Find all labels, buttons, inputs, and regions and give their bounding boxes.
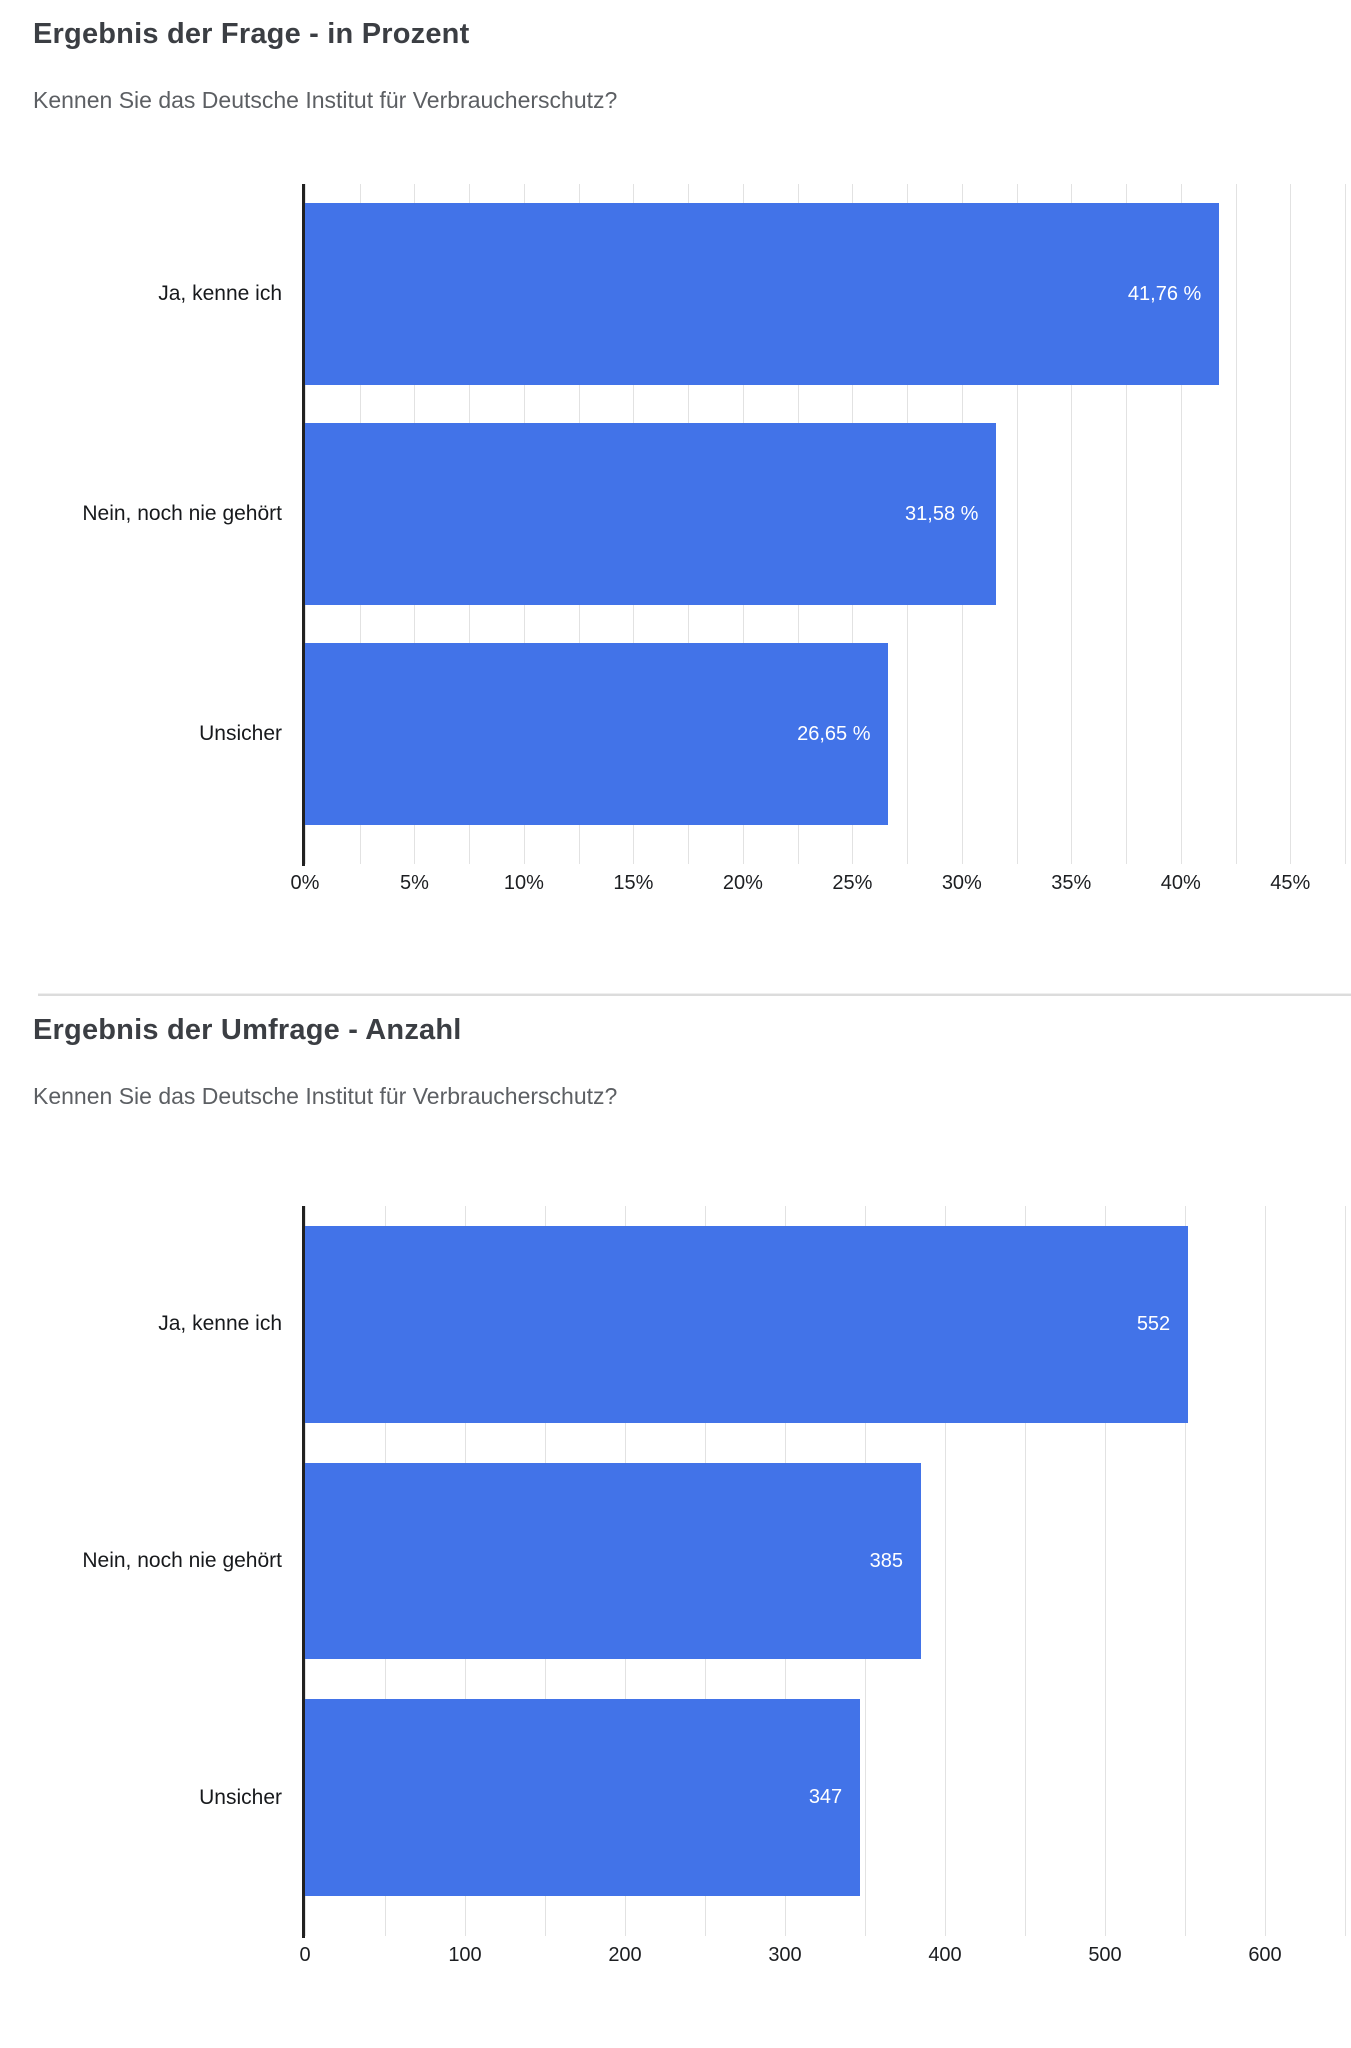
bar-band: 41,76 % — [305, 184, 1345, 404]
percent-bar-chart: Ja, kenne ich Nein, noch nie gehört Unsich… — [0, 184, 1351, 901]
x-axis-tick-label: 20% — [722, 872, 763, 894]
count-chart-plot-area: 552 385 347 0 100 200 300 400 500 600 — [299, 1206, 1346, 1966]
y-axis-line — [302, 184, 305, 866]
x-axis-tick-label: 30% — [941, 872, 982, 894]
y-axis-line — [302, 1206, 305, 1938]
bar: 31,58 % — [305, 422, 997, 606]
bar-value-label: 41,76 % — [1127, 282, 1202, 305]
gridline — [1345, 1206, 1346, 1936]
bar-value-label: 552 — [1136, 1312, 1171, 1335]
x-axis-tick-label: 0% — [290, 872, 320, 894]
gridline — [1345, 184, 1346, 864]
gridline — [1126, 184, 1128, 864]
x-axis-tick-label: 45% — [1270, 872, 1311, 894]
x-axis-tick-label: 200 — [608, 1944, 642, 1966]
bar-value-label: 31,58 % — [905, 502, 979, 525]
gridline — [1071, 184, 1073, 864]
x-axis-tick-label: 10% — [503, 872, 544, 894]
count-bar-chart: Ja, kenne ich Nein, noch nie gehört Unsich… — [0, 1206, 1351, 1973]
category-label: Unsicher — [199, 1785, 282, 1809]
x-axis-tick-label: 500 — [1088, 1944, 1122, 1966]
x-axis-tick-label: 15% — [613, 872, 654, 894]
gridline — [945, 1206, 946, 1936]
count-section-title: Ergebnis der Umfrage - Anzahl — [33, 1014, 462, 1046]
gridline — [1105, 1206, 1106, 1936]
gridline — [1180, 184, 1182, 864]
count-chart-category-labels: Ja, kenne ich Nein, noch nie gehört Unsich… — [0, 1206, 282, 1916]
count-chart-bars: 552 385 347 — [305, 1206, 1345, 1916]
gridline — [1025, 1206, 1026, 1936]
count-section-subtitle: Kennen Sie das Deutsche Institut für Ver… — [33, 1083, 618, 1109]
percent-chart-plot-area: 41,76 % 31,58 % 26,65 % 0% 5% 10% 15% 20% 25% 30… — [291, 184, 1346, 894]
gridline — [1235, 184, 1237, 864]
category-label: Ja, kenne ich — [158, 1312, 282, 1336]
x-axis-tick-label: 600 — [1248, 1944, 1282, 1966]
bar: 552 — [305, 1226, 1189, 1423]
gridline — [1185, 1206, 1186, 1936]
bar: 26,65 % — [305, 642, 889, 826]
bar-value-label: 347 — [808, 1786, 843, 1809]
x-axis-tick-label: 5% — [400, 872, 429, 894]
bar-band: 26,65 % — [305, 624, 1345, 844]
percent-chart-category-labels: Ja, kenne ich Nein, noch nie gehört Unsich… — [0, 184, 282, 844]
gridline — [1290, 184, 1292, 864]
percent-chart-x-axis-labels: 0% 5% 10% 15% 20% 25% 30% 35% 40% 45% — [291, 872, 1345, 898]
percent-section-title: Ergebnis der Frage - in Prozent — [33, 18, 470, 50]
x-axis-tick-label: 300 — [768, 1944, 802, 1966]
category-label: Ja, kenne ich — [158, 282, 282, 305]
percent-chart-section: Ergebnis der Frage - in Prozent Kennen S… — [0, 16, 1351, 901]
gridline — [1265, 1206, 1266, 1936]
x-axis-tick-label: 100 — [448, 1944, 482, 1966]
category-label: Nein, noch nie gehört — [82, 502, 282, 525]
bar-value-label: 26,65 % — [797, 722, 871, 745]
count-chart-x-axis-labels: 0 100 200 300 400 500 600 — [299, 1944, 1345, 1970]
x-axis-tick-label: 40% — [1160, 872, 1201, 894]
bar-band: 552 — [305, 1206, 1345, 1443]
bar: 41,76 % — [305, 202, 1220, 386]
bar-band: 385 — [305, 1443, 1345, 1680]
category-label: Nein, noch nie gehört — [82, 1549, 282, 1572]
gridline — [1016, 184, 1018, 864]
bar: 347 — [305, 1699, 861, 1896]
bar-band: 347 — [305, 1679, 1345, 1916]
x-axis-tick-label: 400 — [928, 1944, 962, 1966]
count-chart-section: Ergebnis der Umfrage - Anzahl Kennen Sie… — [0, 1012, 1351, 1973]
category-label: Unsicher — [199, 722, 282, 745]
bar-value-label: 385 — [869, 1549, 903, 1572]
x-axis-tick-label: 35% — [1051, 872, 1092, 894]
x-axis-tick-label: 0 — [299, 1944, 311, 1966]
bar-band: 31,58 % — [305, 404, 1345, 624]
section-divider — [38, 993, 1351, 996]
bar: 385 — [305, 1462, 921, 1660]
x-axis-tick-label: 25% — [832, 872, 873, 894]
percent-section-subtitle: Kennen Sie das Deutsche Institut für Ver… — [33, 87, 618, 113]
percent-chart-bars: 41,76 % 31,58 % 26,65 % — [305, 184, 1345, 844]
